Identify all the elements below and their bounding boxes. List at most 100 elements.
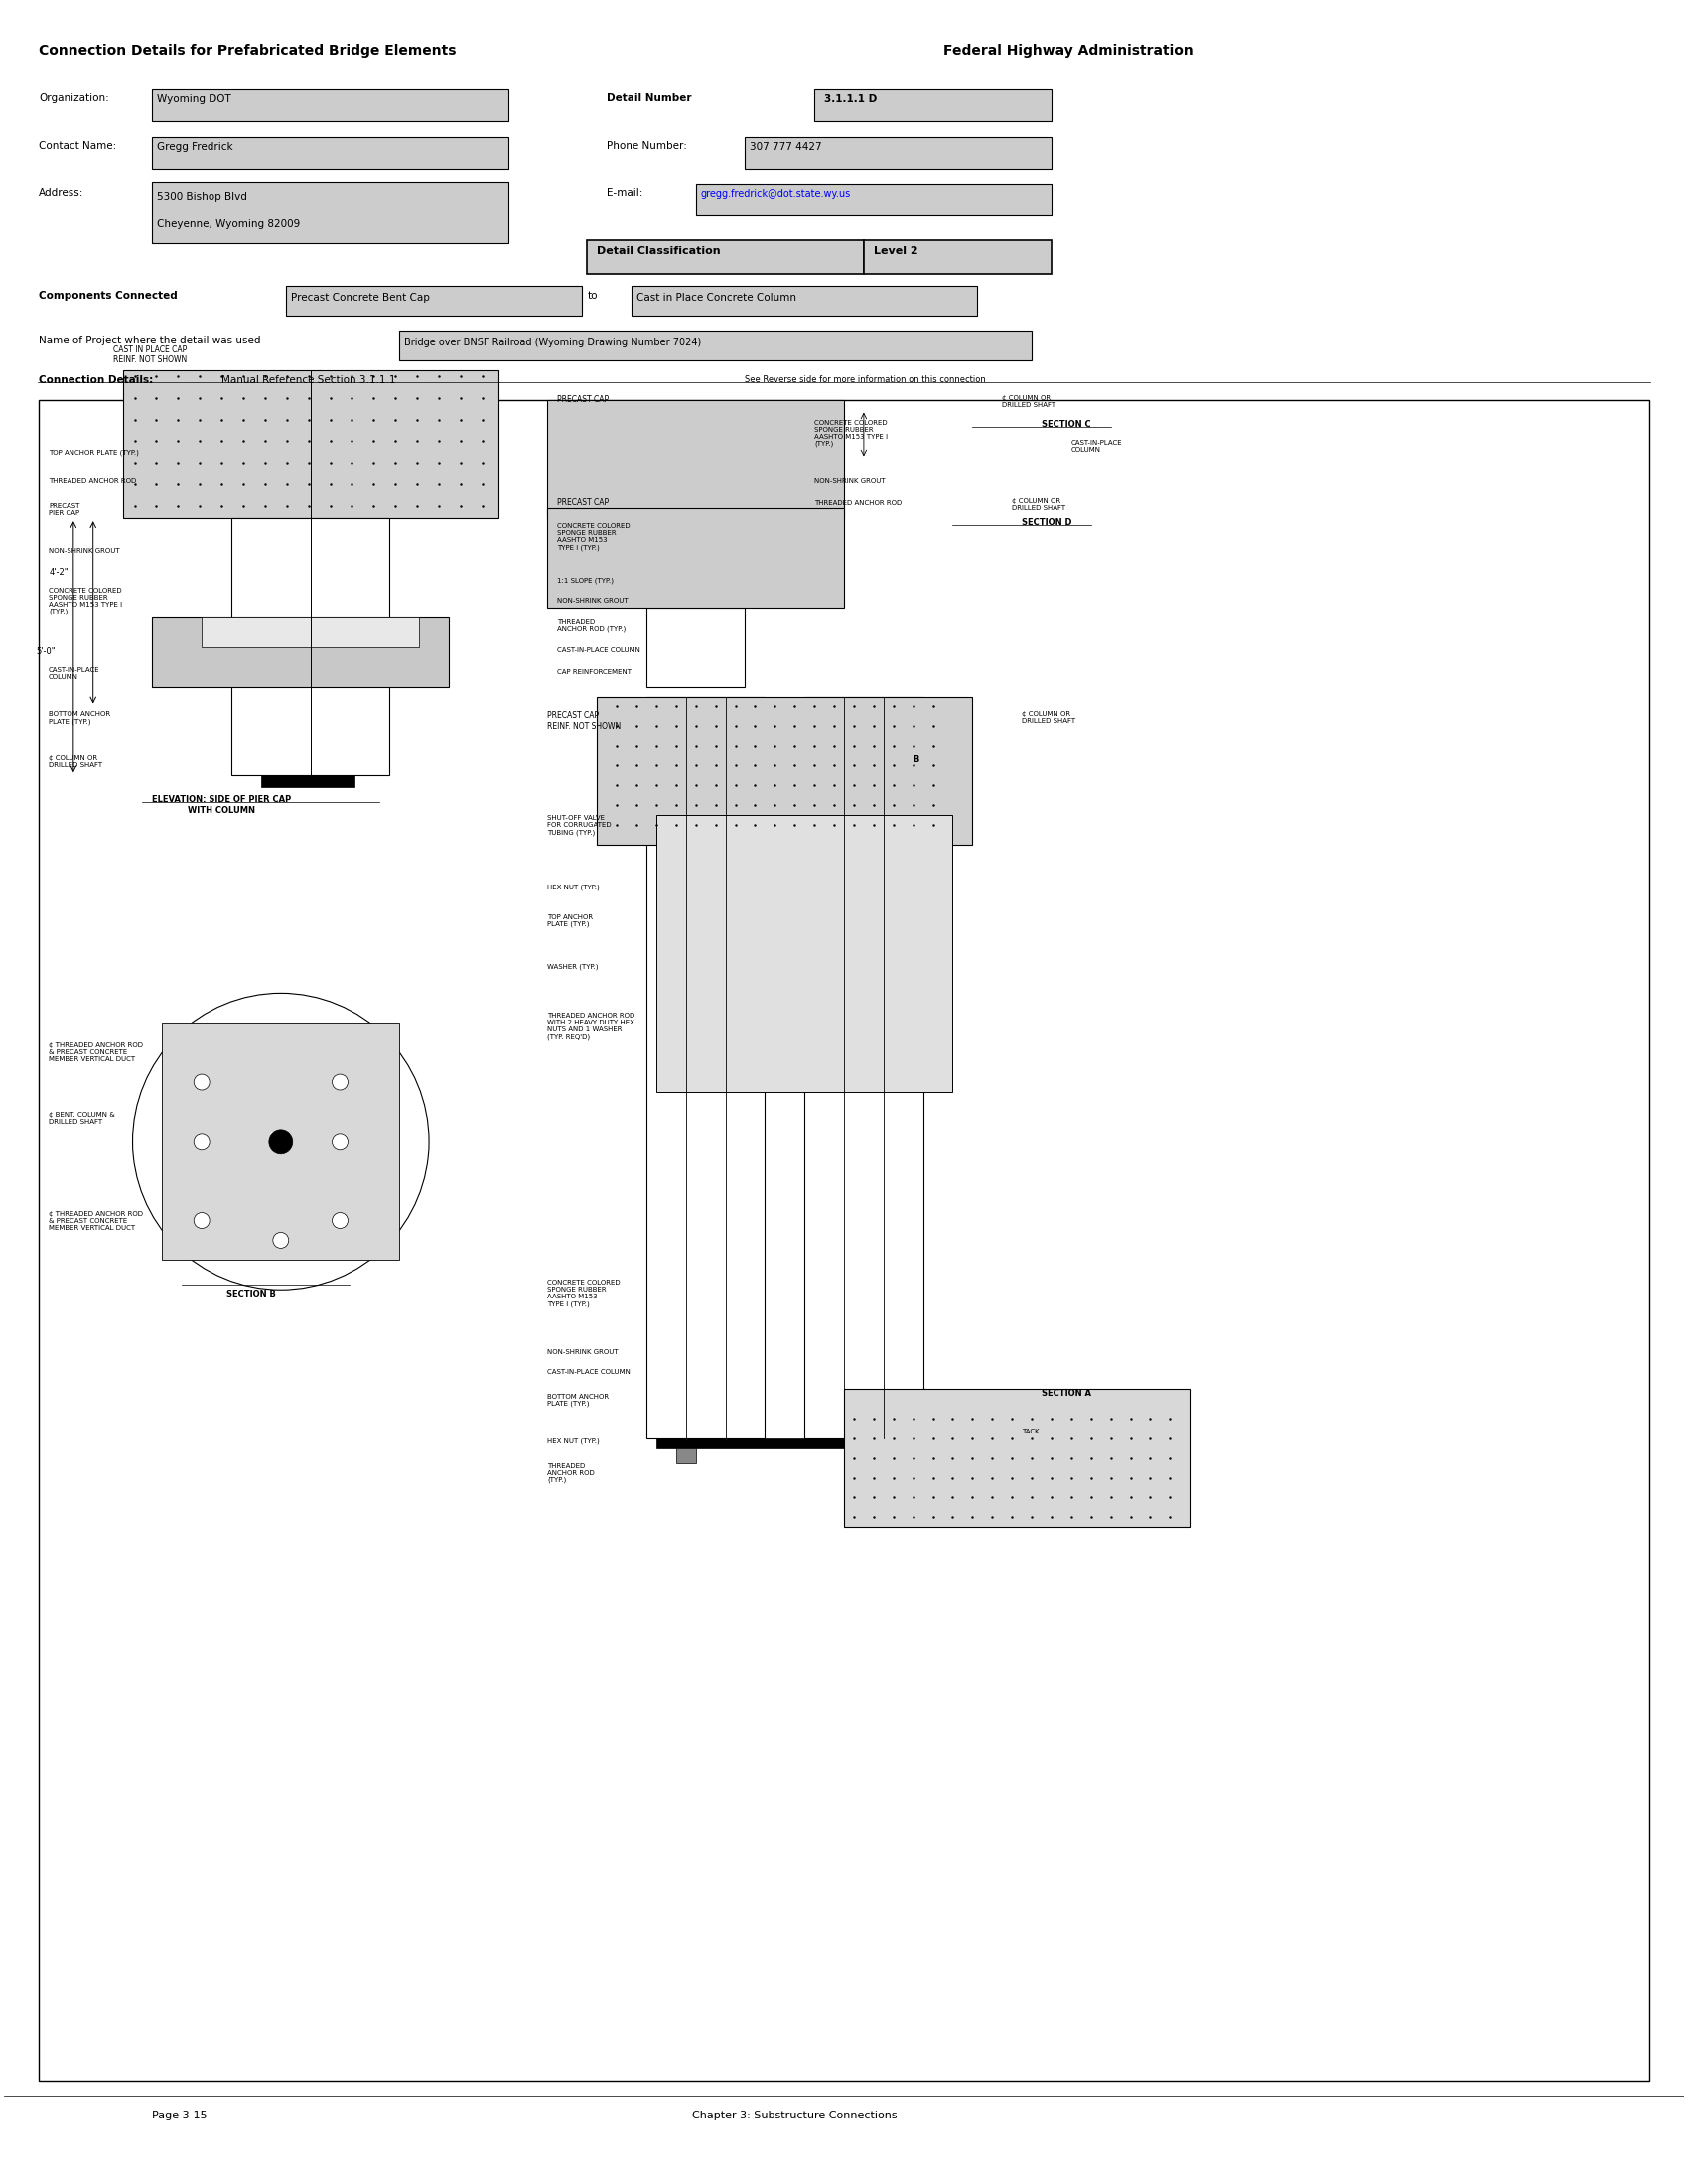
Text: B: B — [913, 756, 920, 764]
Text: Name of Project where the detail was used: Name of Project where the detail was use… — [39, 336, 260, 345]
Text: 1:1 SLOPE (TYP.): 1:1 SLOPE (TYP.) — [557, 579, 614, 583]
Circle shape — [333, 1133, 348, 1149]
Bar — [152, 138, 508, 168]
Bar — [744, 138, 1052, 168]
Bar — [152, 90, 508, 120]
Text: Manual Reference Section 3.1.1.1: Manual Reference Section 3.1.1.1 — [221, 376, 395, 384]
Bar — [587, 240, 864, 275]
Text: BOTTOM ANCHOR
PLATE (TYP.): BOTTOM ANCHOR PLATE (TYP.) — [49, 712, 110, 725]
Text: Precast Concrete Bent Cap: Precast Concrete Bent Cap — [290, 293, 429, 304]
Text: ¢ THREADED ANCHOR ROD
& PRECAST CONCRETE
MEMBER VERTICAL DUCT: ¢ THREADED ANCHOR ROD & PRECAST CONCRETE… — [49, 1042, 143, 1061]
Text: Cast in Place Concrete Column: Cast in Place Concrete Column — [636, 293, 797, 304]
Text: NON-SHRINK GROUT: NON-SHRINK GROUT — [557, 598, 628, 603]
Bar — [657, 815, 952, 1092]
Text: to: to — [587, 290, 598, 301]
Text: Level 2: Level 2 — [874, 247, 918, 256]
Text: THREADED ANCHOR ROD: THREADED ANCHOR ROD — [814, 500, 901, 507]
Text: ¢ COLUMN OR
DRILLED SHAFT: ¢ COLUMN OR DRILLED SHAFT — [49, 756, 103, 769]
Bar — [647, 697, 765, 1437]
Bar — [152, 618, 449, 686]
Bar — [39, 400, 1649, 2081]
Text: THREADED
ANCHOR ROD
(TYP.): THREADED ANCHOR ROD (TYP.) — [547, 1463, 594, 1483]
Text: ¢ THREADED ANCHOR ROD
& PRECAST CONCRETE
MEMBER VERTICAL DUCT: ¢ THREADED ANCHOR ROD & PRECAST CONCRETE… — [49, 1210, 143, 1230]
Bar — [547, 509, 844, 607]
Text: HEX NUT (TYP.): HEX NUT (TYP.) — [547, 885, 599, 891]
Text: ¢ COLUMN OR
DRILLED SHAFT: ¢ COLUMN OR DRILLED SHAFT — [1021, 712, 1075, 725]
Circle shape — [194, 1075, 209, 1090]
Text: 307 777 4427: 307 777 4427 — [749, 142, 822, 151]
Text: gregg.fredrick@dot.state.wy.us: gregg.fredrick@dot.state.wy.us — [701, 190, 851, 199]
Text: Phone Number:: Phone Number: — [608, 140, 687, 151]
Bar — [162, 1022, 400, 1260]
Text: ELEVATION: SIDE OF PIER CAP
WITH COLUMN: ELEVATION: SIDE OF PIER CAP WITH COLUMN — [152, 795, 290, 815]
Text: CAST-IN-PLACE COLUMN: CAST-IN-PLACE COLUMN — [557, 646, 641, 653]
Text: CONCRETE COLORED
SPONGE RUBBER
AASHTO M153
TYPE I (TYP.): CONCRETE COLORED SPONGE RUBBER AASHTO M1… — [547, 1280, 621, 1308]
Text: PRECAST CAP
REINF. NOT SHOWN: PRECAST CAP REINF. NOT SHOWN — [547, 712, 621, 729]
Bar — [400, 330, 1031, 360]
Text: Connection Details:: Connection Details: — [39, 376, 154, 384]
Text: PRECAST
PIER CAP: PRECAST PIER CAP — [49, 505, 79, 515]
Text: TOP ANCHOR PLATE (TYP.): TOP ANCHOR PLATE (TYP.) — [49, 450, 138, 456]
Bar — [152, 181, 508, 242]
Bar — [231, 518, 390, 775]
Text: THREADED ANCHOR ROD
WITH 2 HEAVY DUTY HEX
NUTS AND 1 WASHER
(TYP. REQ'D): THREADED ANCHOR ROD WITH 2 HEAVY DUTY HE… — [547, 1013, 635, 1040]
Bar — [814, 90, 1052, 120]
Text: Organization:: Organization: — [39, 94, 110, 103]
Bar — [647, 607, 744, 686]
Text: Cheyenne, Wyoming 82009: Cheyenne, Wyoming 82009 — [157, 221, 300, 229]
Text: PRECAST CAP: PRECAST CAP — [557, 498, 609, 507]
Text: Page 3-15: Page 3-15 — [152, 2110, 208, 2121]
Bar — [598, 697, 972, 845]
Text: CAST-IN-PLACE
COLUMN: CAST-IN-PLACE COLUMN — [49, 666, 100, 679]
Circle shape — [268, 1129, 292, 1153]
Bar — [844, 1389, 1190, 1527]
Text: CAST-IN-PLACE
COLUMN: CAST-IN-PLACE COLUMN — [1072, 439, 1123, 452]
Bar — [203, 618, 419, 646]
Circle shape — [333, 1075, 348, 1090]
Text: PRECAST CAP: PRECAST CAP — [557, 395, 609, 404]
Text: Chapter 3: Substructure Connections: Chapter 3: Substructure Connections — [692, 2110, 898, 2121]
Text: ¢ COLUMN OR
DRILLED SHAFT: ¢ COLUMN OR DRILLED SHAFT — [1013, 498, 1065, 511]
Text: NON-SHRINK GROUT: NON-SHRINK GROUT — [547, 1350, 619, 1354]
Bar — [647, 518, 744, 587]
Bar — [547, 400, 844, 518]
Text: Federal Highway Administration: Federal Highway Administration — [944, 44, 1193, 57]
Text: CAST IN PLACE CAP
REINF. NOT SHOWN: CAST IN PLACE CAP REINF. NOT SHOWN — [113, 345, 187, 365]
Text: TACK: TACK — [1021, 1428, 1040, 1435]
Text: 3.1.1.1 D: 3.1.1.1 D — [824, 94, 878, 105]
Circle shape — [273, 1232, 289, 1249]
Text: THREADED ANCHOR ROD: THREADED ANCHOR ROD — [49, 478, 137, 485]
Text: CONCRETE COLORED
SPONGE RUBBER
AASHTO M153
TYPE I (TYP.): CONCRETE COLORED SPONGE RUBBER AASHTO M1… — [557, 524, 631, 550]
Bar — [805, 697, 923, 1437]
Text: CONCRETE COLORED
SPONGE RUBBER
AASHTO M153 TYPE I
(TYP.): CONCRETE COLORED SPONGE RUBBER AASHTO M1… — [49, 587, 122, 616]
Circle shape — [333, 1212, 348, 1227]
Text: THREADED
ANCHOR ROD (TYP.): THREADED ANCHOR ROD (TYP.) — [557, 620, 626, 633]
Bar — [123, 369, 498, 518]
Bar — [262, 775, 354, 788]
Text: Components Connected: Components Connected — [39, 290, 177, 301]
Text: SECTION B: SECTION B — [226, 1291, 275, 1299]
Text: 4'-2": 4'-2" — [49, 568, 68, 577]
Text: WASHER (TYP.): WASHER (TYP.) — [547, 963, 599, 970]
Bar — [285, 286, 582, 317]
Text: ¢ COLUMN OR
DRILLED SHAFT: ¢ COLUMN OR DRILLED SHAFT — [1003, 395, 1055, 408]
Bar — [675, 1448, 695, 1463]
Text: E-mail:: E-mail: — [608, 188, 643, 199]
Text: SECTION D: SECTION D — [1021, 518, 1072, 526]
Text: Gregg Fredrick: Gregg Fredrick — [157, 142, 233, 151]
Text: Bridge over BNSF Railroad (Wyoming Drawing Number 7024): Bridge over BNSF Railroad (Wyoming Drawi… — [405, 336, 702, 347]
Text: CAP REINFORCEMENT: CAP REINFORCEMENT — [557, 668, 631, 675]
Text: CONCRETE COLORED
SPONGE RUBBER
AASHTO M153 TYPE I
(TYP.): CONCRETE COLORED SPONGE RUBBER AASHTO M1… — [814, 419, 888, 448]
Text: Address:: Address: — [39, 188, 84, 199]
Text: SECTION A: SECTION A — [1041, 1389, 1090, 1398]
Bar — [864, 240, 1052, 275]
Text: 5'-0": 5'-0" — [35, 646, 56, 655]
Text: CAST-IN-PLACE COLUMN: CAST-IN-PLACE COLUMN — [547, 1369, 631, 1376]
Text: Detail Classification: Detail Classification — [598, 247, 721, 256]
Text: HEX NUT (TYP.): HEX NUT (TYP.) — [547, 1437, 599, 1444]
Bar — [657, 1437, 952, 1448]
Text: TOP ANCHOR
PLATE (TYP.): TOP ANCHOR PLATE (TYP.) — [547, 913, 594, 928]
Text: Wyoming DOT: Wyoming DOT — [157, 94, 231, 105]
Text: Connection Details for Prefabricated Bridge Elements: Connection Details for Prefabricated Bri… — [39, 44, 456, 57]
Text: NON-SHRINK GROUT: NON-SHRINK GROUT — [814, 478, 886, 485]
